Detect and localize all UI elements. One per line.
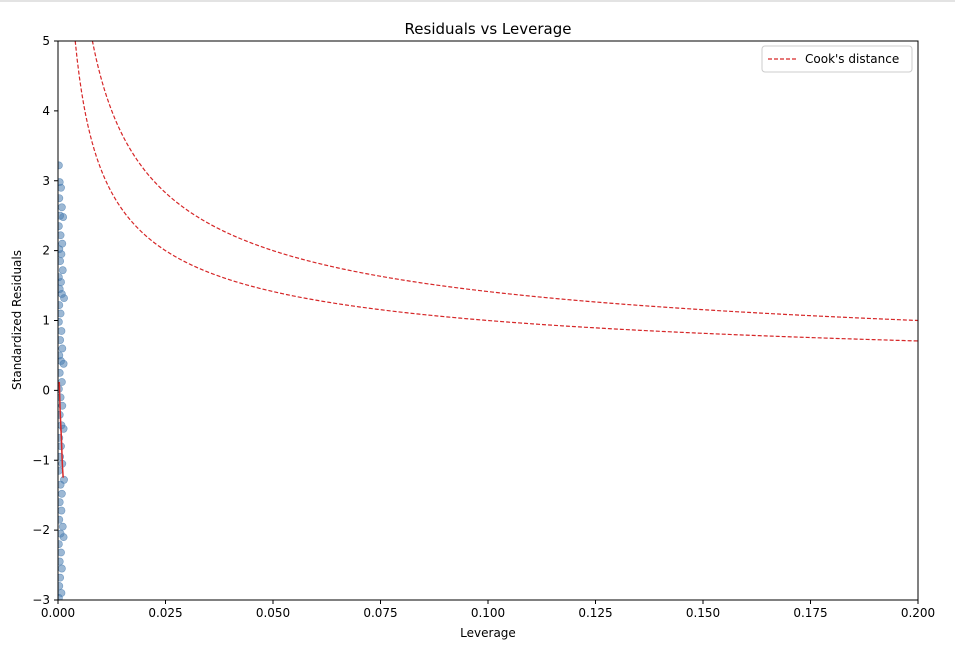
y-axis-ticks: −3 −2 −1 0 1 2 3 4 5 bbox=[32, 34, 58, 607]
data-point bbox=[58, 231, 65, 240]
data-points bbox=[58, 161, 68, 600]
data-point bbox=[58, 540, 63, 548]
x-tick-label: 0.150 bbox=[686, 606, 720, 620]
data-point bbox=[58, 336, 65, 344]
y-tick-label: −3 bbox=[32, 593, 50, 607]
cooks-distance-lines bbox=[74, 41, 918, 342]
data-point bbox=[58, 369, 64, 377]
data-point bbox=[58, 522, 67, 531]
data-point bbox=[58, 480, 65, 489]
legend: Cook's distance bbox=[761, 45, 913, 73]
cooks-distance-line-1 bbox=[74, 41, 918, 342]
data-point bbox=[58, 222, 63, 231]
data-point bbox=[58, 564, 66, 573]
data-point bbox=[58, 309, 65, 318]
data-point bbox=[60, 294, 68, 303]
x-tick-label: 0.025 bbox=[148, 606, 182, 620]
y-tick-label: −1 bbox=[32, 453, 50, 467]
data-point bbox=[58, 548, 65, 557]
lowess-line bbox=[58, 381, 64, 478]
data-point bbox=[58, 344, 67, 353]
y-tick-label: −2 bbox=[32, 523, 50, 537]
data-point bbox=[58, 489, 66, 498]
x-tick-label: 0.200 bbox=[901, 606, 935, 620]
data-point bbox=[58, 582, 64, 590]
legend-box bbox=[761, 45, 913, 73]
data-point bbox=[58, 161, 63, 170]
cooks-distance-line-2 bbox=[91, 41, 918, 322]
data-point bbox=[58, 183, 65, 192]
data-point bbox=[58, 506, 66, 515]
x-axis-ticks: 0.000 0.025 0.050 0.075 0.100 0.125 0.150 0.175… bbox=[41, 600, 935, 620]
data-point bbox=[58, 573, 65, 582]
y-axis-label: Standardized Residuals bbox=[10, 250, 24, 390]
y-tick-label: 3 bbox=[42, 174, 50, 188]
data-point bbox=[59, 359, 68, 368]
data-point bbox=[58, 266, 67, 275]
data-point bbox=[58, 203, 66, 212]
data-point bbox=[58, 250, 66, 259]
x-tick-label: 0.175 bbox=[793, 606, 827, 620]
x-tick-label: 0.000 bbox=[41, 606, 75, 620]
y-tick-label: 5 bbox=[42, 34, 50, 48]
x-axis-label: Leverage bbox=[460, 626, 516, 640]
data-point bbox=[58, 557, 64, 566]
data-point bbox=[59, 533, 68, 542]
chart-title: Residuals vs Leverage bbox=[405, 20, 572, 38]
x-tick-label: 0.050 bbox=[256, 606, 290, 620]
data-point bbox=[58, 194, 64, 203]
data-point bbox=[58, 301, 64, 310]
data-point bbox=[58, 515, 64, 524]
y-tick-label: 0 bbox=[42, 383, 50, 397]
x-tick-label: 0.075 bbox=[363, 606, 397, 620]
y-tick-label: 2 bbox=[42, 244, 50, 258]
y-tick-label: 4 bbox=[42, 104, 50, 118]
data-point bbox=[58, 594, 63, 600]
data-point bbox=[58, 327, 66, 335]
top-border bbox=[0, 0, 955, 2]
x-tick-label: 0.125 bbox=[578, 606, 612, 620]
data-point bbox=[58, 498, 64, 507]
data-point bbox=[59, 213, 68, 221]
plot-background bbox=[58, 41, 918, 600]
data-point bbox=[58, 318, 63, 326]
legend-cooks-distance-label: Cook's distance bbox=[805, 52, 899, 66]
data-point bbox=[58, 257, 65, 266]
plot-area bbox=[58, 41, 918, 600]
y-tick-label: 1 bbox=[42, 314, 50, 328]
data-point bbox=[58, 466, 63, 475]
x-tick-label: 0.100 bbox=[471, 606, 505, 620]
lowess-curve bbox=[58, 381, 64, 478]
